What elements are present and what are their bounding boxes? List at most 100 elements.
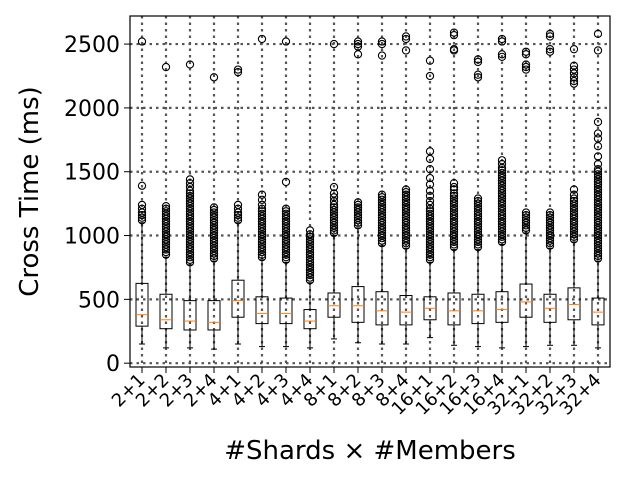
flier-point: [497, 37, 507, 46]
box-iqr: [447, 292, 461, 326]
flier-point: [473, 199, 483, 208]
flier-point: [497, 166, 507, 175]
flier-point: [473, 194, 483, 203]
flier-point: [593, 165, 603, 174]
flier-point: [137, 210, 147, 220]
flier-point: [569, 65, 579, 74]
flier-point: [425, 196, 435, 206]
box-iqr: [591, 297, 605, 326]
flier-point: [281, 204, 291, 213]
flier-point: [593, 46, 603, 55]
flier-point: [425, 71, 435, 81]
flier-point: [569, 61, 579, 70]
flier-point: [521, 62, 531, 72]
flier-point: [521, 60, 531, 69]
box-4+3: [279, 261, 293, 348]
flier-point: [185, 175, 195, 184]
flier-point: [233, 213, 243, 222]
x-axis-ticks: 2+12+22+32+44+14+24+34+48+18+28+38+416+1…: [108, 367, 606, 420]
flier-point: [497, 168, 507, 178]
y-tick-label: 500: [78, 288, 120, 313]
flier-point: [185, 191, 195, 201]
flier-point: [545, 32, 555, 41]
box-16+3: [471, 249, 485, 348]
flier-point: [425, 200, 435, 210]
flier-point: [353, 39, 363, 49]
flier-point: [425, 180, 435, 189]
box-2+3: [183, 264, 197, 349]
flier-point: [425, 56, 435, 65]
flier-point: [449, 179, 459, 188]
flier-point: [137, 181, 147, 190]
flier-point: [473, 70, 483, 79]
flier-point: [377, 190, 387, 199]
flier-point: [377, 39, 387, 49]
y-tick-label: 0: [106, 352, 120, 377]
flier-point: [353, 198, 363, 207]
flier-point: [281, 207, 291, 216]
flier-point: [329, 203, 339, 212]
y-tick-label: 2000: [64, 97, 120, 122]
flier-point: [593, 29, 603, 39]
flier-point: [593, 152, 603, 161]
box-iqr: [255, 296, 269, 325]
flier-point: [161, 204, 171, 213]
flier-point: [449, 182, 459, 192]
y-axis-label: Cross Time (ms): [15, 86, 45, 297]
y-tick-label: 1000: [64, 225, 120, 250]
flier-point: [137, 204, 147, 213]
flier-point: [449, 185, 459, 194]
flier-point: [329, 205, 339, 215]
flier-point: [329, 182, 339, 192]
flier-point: [281, 37, 291, 46]
flier-point: [257, 190, 267, 199]
flier-point: [209, 205, 219, 215]
flier-point: [377, 193, 387, 202]
box-4+2: [255, 259, 269, 348]
flier-point: [545, 45, 555, 54]
flier-point: [401, 190, 411, 199]
flier-point: [401, 34, 411, 44]
flier-point: [521, 47, 531, 56]
box-iqr: [471, 293, 485, 325]
flier-point: [521, 208, 531, 217]
flier-point: [401, 185, 411, 194]
flier-point: [545, 29, 555, 39]
flier-point: [569, 79, 579, 88]
flier-point: [545, 210, 555, 220]
flier-point: [209, 208, 219, 217]
flier-point: [569, 45, 579, 54]
flier-point: [161, 62, 171, 72]
flier-point: [305, 230, 315, 239]
flier-point: [497, 50, 507, 59]
flier-point: [257, 207, 267, 216]
flier-point: [161, 207, 171, 216]
flier-point: [257, 204, 267, 213]
flier-point: [497, 34, 507, 44]
box-8+4: [399, 247, 413, 345]
flier-point: [281, 209, 291, 218]
flier-point: [377, 195, 387, 204]
box-iqr: [351, 286, 365, 323]
box-iqr: [303, 309, 317, 330]
flier-point: [233, 68, 243, 77]
flier-point: [521, 213, 531, 222]
box-iqr: [519, 283, 533, 318]
flier-point: [425, 147, 435, 156]
flier-point: [545, 208, 555, 217]
box-32+1: [519, 232, 533, 348]
flier-point: [425, 186, 435, 196]
flier-point: [449, 45, 459, 54]
flier-point: [257, 200, 267, 210]
flier-point: [449, 191, 459, 201]
flier-point: [569, 194, 579, 203]
flier-point: [425, 165, 435, 174]
grid-lines: [130, 16, 610, 367]
flier-point: [257, 195, 267, 204]
flier-point: [305, 232, 315, 241]
box-2+1: [135, 222, 149, 345]
box-iqr: [207, 300, 221, 331]
flier-point: [569, 196, 579, 206]
flier-point: [137, 213, 147, 222]
flier-point: [593, 170, 603, 179]
